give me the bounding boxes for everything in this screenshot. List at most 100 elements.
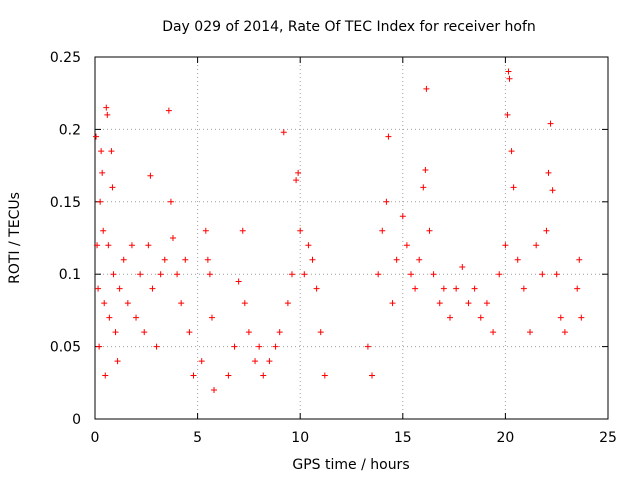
data-point — [576, 256, 583, 263]
data-point — [506, 75, 513, 82]
data-point — [252, 358, 259, 365]
data-point — [305, 242, 312, 249]
data-point — [202, 227, 209, 234]
data-point — [105, 242, 112, 249]
data-point — [206, 271, 213, 278]
data-point — [120, 256, 127, 263]
data-point — [471, 285, 478, 292]
data-point — [256, 343, 263, 350]
data-point — [137, 271, 144, 278]
y-tick-label: 0 — [72, 412, 81, 428]
data-point — [280, 129, 287, 136]
data-point — [102, 372, 109, 379]
data-point — [430, 271, 437, 278]
data-point — [97, 198, 104, 205]
data-point — [423, 85, 430, 92]
x-axis-label: GPS time / hours — [292, 457, 409, 473]
data-point — [313, 285, 320, 292]
data-point — [553, 271, 560, 278]
x-tick-label: 10 — [291, 430, 309, 446]
data-point — [547, 120, 554, 127]
data-point — [545, 169, 552, 176]
data-point — [208, 314, 215, 321]
data-point — [211, 387, 218, 394]
data-point — [297, 227, 304, 234]
data-point — [293, 177, 300, 184]
data-point — [412, 285, 419, 292]
data-point — [399, 213, 406, 220]
data-point — [440, 285, 447, 292]
data-point — [147, 172, 154, 179]
data-point — [190, 372, 197, 379]
grid-lines — [95, 57, 608, 419]
data-point — [422, 166, 429, 173]
x-tick-label: 15 — [394, 430, 412, 446]
data-point — [510, 184, 517, 191]
data-point — [149, 285, 156, 292]
data-point — [403, 242, 410, 249]
data-point — [106, 314, 113, 321]
data-point — [420, 184, 427, 191]
data-point — [426, 227, 433, 234]
data-point — [393, 256, 400, 263]
data-point — [375, 271, 382, 278]
data-point — [99, 169, 106, 176]
data-point — [174, 271, 181, 278]
data-point — [235, 278, 242, 285]
data-point — [561, 329, 568, 336]
data-point — [225, 372, 232, 379]
data-point — [504, 111, 511, 118]
chart-title: Day 029 of 2014, Rate Of TEC Index for r… — [162, 19, 536, 35]
x-tick-label: 0 — [91, 430, 100, 446]
data-point — [260, 372, 267, 379]
data-point — [459, 263, 466, 270]
data-point — [98, 148, 105, 155]
data-point — [309, 256, 316, 263]
y-tick-label: 0.25 — [50, 50, 81, 66]
data-point — [465, 300, 472, 307]
data-point — [93, 133, 100, 140]
data-point — [490, 329, 497, 336]
data-point — [496, 271, 503, 278]
data-point — [416, 256, 423, 263]
data-point — [241, 300, 248, 307]
data-point — [145, 242, 152, 249]
data-point — [436, 300, 443, 307]
data-points — [93, 68, 585, 394]
data-point — [389, 300, 396, 307]
axis-ticks: 0 5 10 15 20 25 0 0.05 0.1 0.15 0.2 0.25 — [50, 50, 617, 446]
data-point — [94, 242, 101, 249]
y-tick-label: 0.05 — [50, 340, 81, 356]
data-point — [574, 285, 581, 292]
data-point — [186, 329, 193, 336]
y-tick-label: 0.2 — [59, 122, 81, 138]
data-point — [157, 271, 164, 278]
data-point — [284, 300, 291, 307]
data-point — [539, 271, 546, 278]
y-tick-label: 0.15 — [50, 195, 81, 211]
data-point — [167, 198, 174, 205]
y-tick-label: 0.1 — [59, 267, 81, 283]
data-point — [239, 227, 246, 234]
data-point — [178, 300, 185, 307]
x-tick-label: 5 — [193, 430, 202, 446]
data-point — [272, 343, 279, 350]
data-point — [549, 187, 556, 194]
data-point — [578, 314, 585, 321]
data-point — [543, 227, 550, 234]
data-point — [276, 329, 283, 336]
data-point — [317, 329, 324, 336]
data-point — [116, 285, 123, 292]
data-point — [288, 271, 295, 278]
data-point — [245, 329, 252, 336]
data-point — [408, 271, 415, 278]
data-point — [514, 256, 521, 263]
data-point — [204, 256, 211, 263]
data-point — [165, 107, 172, 114]
data-point — [110, 271, 117, 278]
data-point — [96, 343, 103, 350]
data-point — [477, 314, 484, 321]
data-point — [103, 104, 110, 111]
data-point — [101, 300, 108, 307]
